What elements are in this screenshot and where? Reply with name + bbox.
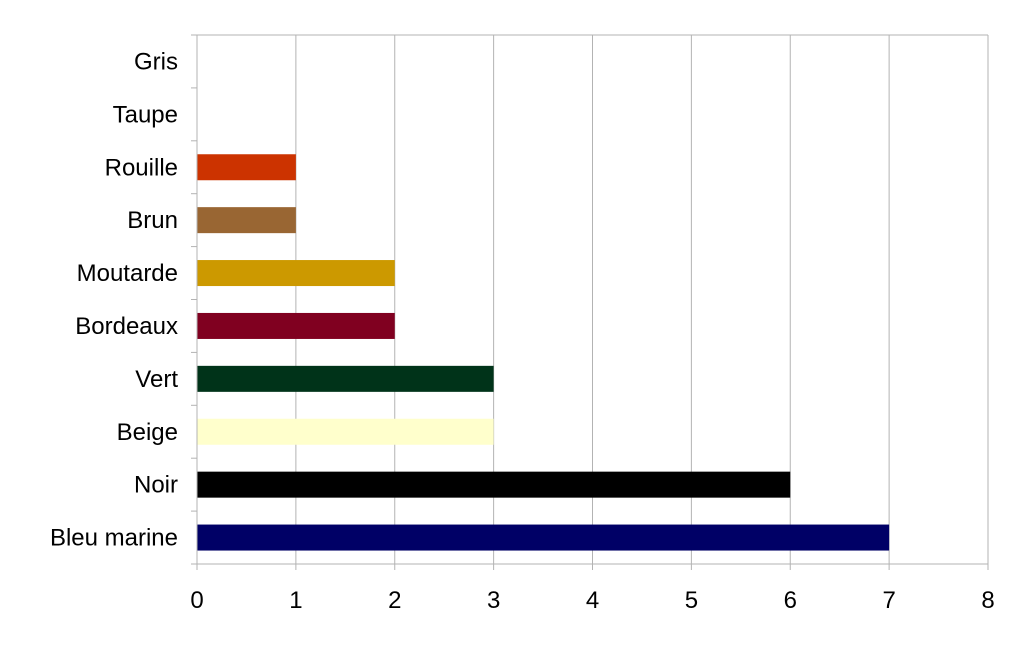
category-label-gris: Gris [134, 48, 178, 75]
x-tick-label-8: 8 [981, 587, 994, 614]
labels: Gris Taupe Rouille Brun Moutarde Bordeaux Vert… [50, 48, 995, 614]
x-tick-label-0: 0 [190, 587, 203, 614]
bars [197, 154, 890, 551]
x-tick-label-1: 1 [289, 587, 302, 614]
category-label-bleu-marine: Bleu marine [50, 525, 178, 552]
x-tick-label-5: 5 [685, 587, 698, 614]
bar-noir [197, 471, 791, 498]
category-label-taupe: Taupe [113, 101, 178, 128]
x-tick-label-2: 2 [388, 587, 401, 614]
category-label-rouille: Rouille [105, 154, 178, 181]
category-label-brun: Brun [127, 207, 178, 234]
bar-brun [197, 207, 296, 234]
axes [191, 34, 989, 570]
x-tick-label-7: 7 [882, 587, 895, 614]
category-label-beige: Beige [117, 419, 178, 446]
bar-beige [197, 418, 494, 445]
bar-bordeaux [197, 312, 395, 339]
gridlines [196, 34, 989, 564]
category-label-noir: Noir [134, 472, 178, 499]
bar-rouille [197, 154, 296, 181]
x-tick-label-6: 6 [784, 587, 797, 614]
category-label-vert: Vert [135, 366, 178, 393]
x-tick-label-3: 3 [487, 587, 500, 614]
bar-vert [197, 365, 494, 392]
category-label-bordeaux: Bordeaux [75, 313, 178, 340]
category-label-moutarde: Moutarde [77, 260, 178, 287]
bar-moutarde [197, 260, 395, 287]
bar-bleu-marine [197, 524, 890, 551]
x-tick-label-4: 4 [586, 587, 599, 614]
